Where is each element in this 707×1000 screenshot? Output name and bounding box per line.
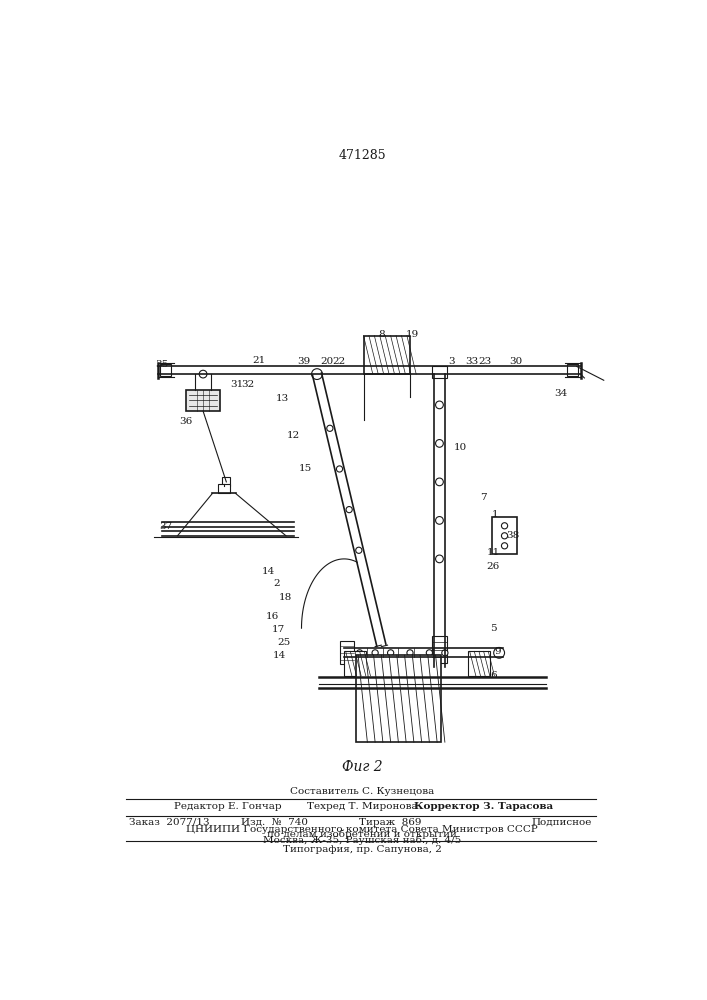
Circle shape — [436, 555, 443, 563]
Text: Подписное: Подписное — [532, 818, 592, 827]
Text: 22: 22 — [332, 357, 345, 366]
Text: 36: 36 — [180, 417, 192, 426]
Bar — [567, 364, 578, 376]
Circle shape — [407, 650, 413, 656]
Circle shape — [436, 478, 443, 486]
Circle shape — [436, 440, 443, 447]
Text: по делам изобретений и открытий: по делам изобретений и открытий — [267, 830, 457, 839]
Text: 14: 14 — [262, 567, 275, 576]
Bar — [160, 364, 171, 376]
Text: 17: 17 — [271, 625, 285, 634]
Text: 35: 35 — [156, 360, 169, 369]
Text: 9: 9 — [494, 647, 501, 656]
Text: Заказ  2077/13: Заказ 2077/13 — [129, 818, 210, 827]
Circle shape — [337, 466, 343, 472]
Text: 39: 39 — [297, 357, 310, 366]
Text: 14: 14 — [272, 651, 286, 660]
Text: 18: 18 — [279, 593, 292, 602]
Circle shape — [501, 523, 508, 529]
Text: 32: 32 — [241, 380, 255, 389]
Text: Составитель С. Кузнецова: Составитель С. Кузнецова — [290, 787, 434, 796]
Circle shape — [372, 650, 378, 656]
Text: 10: 10 — [454, 443, 467, 452]
Circle shape — [327, 425, 333, 431]
Text: 5: 5 — [490, 624, 496, 633]
Bar — [468, 651, 490, 676]
Circle shape — [501, 543, 508, 549]
Text: 15: 15 — [299, 464, 312, 473]
Text: 31: 31 — [230, 380, 243, 389]
Bar — [340, 641, 354, 664]
Text: Изд.  №  740: Изд. № 740 — [241, 818, 308, 827]
Bar — [432, 636, 448, 663]
Text: 25: 25 — [277, 638, 291, 647]
Circle shape — [493, 647, 505, 658]
Text: 26: 26 — [486, 562, 500, 571]
Text: Корректор З. Тарасова: Корректор З. Тарасова — [414, 802, 554, 811]
Text: 13: 13 — [276, 394, 288, 403]
Text: 2: 2 — [274, 579, 280, 588]
Circle shape — [387, 650, 394, 656]
Text: 11: 11 — [486, 548, 500, 557]
Text: 471285: 471285 — [338, 149, 386, 162]
Text: Москва, Ж-35, Раушская наб., д. 4/5: Москва, Ж-35, Раушская наб., д. 4/5 — [263, 835, 461, 845]
Text: 21: 21 — [252, 356, 266, 365]
Circle shape — [356, 650, 363, 656]
Bar — [223, 477, 230, 486]
Text: 30: 30 — [510, 357, 522, 366]
Bar — [218, 484, 230, 493]
Text: 38: 38 — [506, 531, 520, 540]
Circle shape — [436, 517, 443, 524]
Circle shape — [312, 369, 322, 379]
Circle shape — [426, 650, 433, 656]
Bar — [344, 651, 366, 676]
Text: 12: 12 — [287, 431, 300, 440]
Bar — [356, 655, 441, 742]
Text: Редактор Е. Гончар: Редактор Е. Гончар — [174, 802, 281, 811]
Text: ЦНИИПИ Государственного комитета Совета Министров СССР: ЦНИИПИ Государственного комитета Совета … — [186, 825, 538, 834]
Bar — [492, 517, 517, 554]
Polygon shape — [363, 336, 410, 374]
Text: 6: 6 — [491, 671, 497, 680]
Circle shape — [346, 507, 352, 513]
Text: 23: 23 — [479, 357, 492, 366]
Text: 3: 3 — [448, 357, 455, 366]
Text: Техред Т. Миронова: Техред Т. Миронова — [307, 802, 417, 811]
Text: 37: 37 — [159, 522, 173, 531]
Bar — [432, 366, 448, 378]
Text: 33: 33 — [465, 357, 479, 366]
Circle shape — [199, 370, 207, 378]
Text: 1: 1 — [492, 510, 498, 519]
Text: Типография, пр. Сапунова, 2: Типография, пр. Сапунова, 2 — [283, 845, 441, 854]
Text: 19: 19 — [406, 330, 419, 339]
Text: 34: 34 — [554, 389, 568, 398]
Bar — [186, 389, 220, 411]
Text: 16: 16 — [265, 612, 279, 621]
Circle shape — [501, 533, 508, 539]
Circle shape — [442, 650, 448, 656]
Text: Тираж  869: Тираж 869 — [359, 818, 422, 827]
Text: 20: 20 — [320, 357, 334, 366]
Text: 7: 7 — [480, 493, 487, 502]
Circle shape — [356, 547, 362, 553]
Text: 8: 8 — [378, 330, 385, 339]
Circle shape — [436, 401, 443, 409]
Text: Фиг 2: Фиг 2 — [341, 760, 382, 774]
